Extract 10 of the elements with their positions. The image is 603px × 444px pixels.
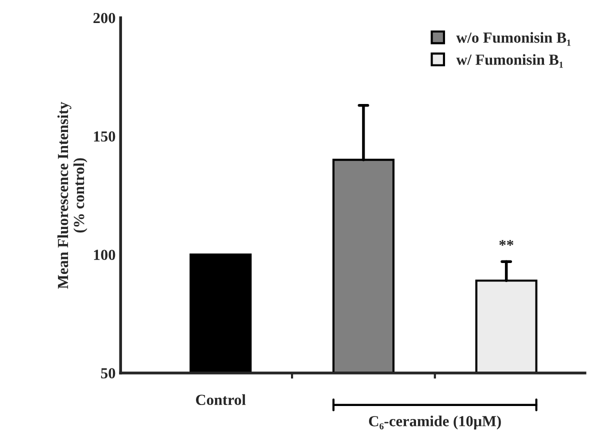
legend-label: w/ Fumonisin B₁ <box>456 54 563 68</box>
y-tick-label: 100 <box>94 250 116 260</box>
y-tick-label: 150 <box>94 131 116 142</box>
y-tick-label: 200 <box>93 12 116 24</box>
legend-label: w/o Fumonisin B₁ <box>456 32 571 46</box>
x-tick-label: Control <box>196 394 246 406</box>
annotation: ** <box>499 240 514 246</box>
text: C₆-ceramide (10μM) <box>369 416 501 430</box>
y-tick-label: 50 <box>101 368 116 378</box>
y-axis-title: Mean Fluorescence Intensity (% control) <box>57 102 88 289</box>
